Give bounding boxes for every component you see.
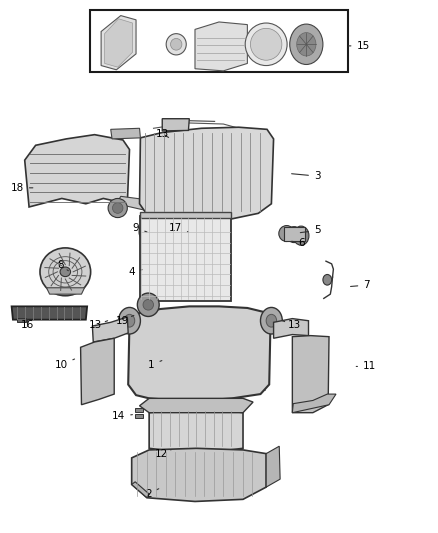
Ellipse shape — [108, 198, 127, 217]
Text: 13: 13 — [89, 320, 108, 330]
Text: 1: 1 — [148, 360, 162, 370]
Text: 18: 18 — [11, 183, 33, 193]
Polygon shape — [25, 135, 130, 207]
Ellipse shape — [139, 222, 155, 241]
Polygon shape — [128, 306, 271, 400]
Bar — [187, 221, 197, 237]
Text: 16: 16 — [21, 320, 35, 330]
Text: 17: 17 — [169, 223, 188, 233]
Ellipse shape — [266, 314, 277, 327]
Text: 3: 3 — [292, 171, 321, 181]
Ellipse shape — [251, 28, 282, 60]
Polygon shape — [92, 317, 128, 342]
Ellipse shape — [286, 227, 302, 243]
Text: 2: 2 — [145, 489, 159, 499]
Bar — [140, 216, 231, 301]
Ellipse shape — [113, 203, 123, 213]
Ellipse shape — [245, 23, 287, 66]
Polygon shape — [81, 338, 114, 405]
Bar — [17, 318, 26, 322]
Bar — [140, 212, 231, 217]
Text: 19: 19 — [116, 316, 134, 326]
Polygon shape — [140, 398, 253, 413]
Text: 8: 8 — [58, 261, 68, 271]
Text: 4: 4 — [128, 267, 142, 277]
Text: 15: 15 — [348, 41, 370, 51]
Polygon shape — [117, 196, 175, 214]
Ellipse shape — [144, 228, 150, 236]
Ellipse shape — [297, 33, 316, 56]
Bar — [135, 414, 143, 418]
Ellipse shape — [279, 225, 294, 241]
Text: 6: 6 — [292, 238, 305, 247]
Ellipse shape — [143, 300, 153, 310]
Text: 13: 13 — [155, 128, 169, 139]
Text: 7: 7 — [350, 280, 370, 290]
Text: 13: 13 — [283, 320, 301, 330]
Text: 11: 11 — [356, 361, 376, 372]
Text: 10: 10 — [54, 359, 74, 370]
Ellipse shape — [166, 34, 186, 55]
Ellipse shape — [323, 274, 332, 285]
Polygon shape — [132, 482, 149, 498]
Ellipse shape — [261, 308, 283, 334]
Ellipse shape — [124, 314, 135, 327]
Polygon shape — [195, 22, 247, 71]
Polygon shape — [292, 336, 329, 413]
Ellipse shape — [138, 293, 159, 317]
Polygon shape — [12, 306, 87, 320]
Bar — [284, 227, 305, 241]
Text: 14: 14 — [112, 411, 132, 422]
Ellipse shape — [293, 226, 309, 245]
Polygon shape — [132, 448, 266, 502]
Bar — [90, 10, 348, 72]
Bar — [135, 408, 143, 412]
Polygon shape — [210, 215, 223, 224]
Polygon shape — [266, 446, 280, 487]
Text: 12: 12 — [155, 449, 171, 458]
Polygon shape — [162, 119, 189, 131]
Polygon shape — [140, 127, 274, 220]
Ellipse shape — [40, 248, 91, 296]
Ellipse shape — [290, 24, 323, 64]
Polygon shape — [274, 319, 308, 338]
Polygon shape — [111, 128, 141, 139]
Text: 5: 5 — [300, 225, 321, 236]
Text: 9: 9 — [133, 223, 147, 233]
Ellipse shape — [119, 308, 141, 334]
Polygon shape — [46, 288, 85, 294]
Polygon shape — [292, 394, 336, 413]
Polygon shape — [149, 409, 243, 453]
Polygon shape — [105, 19, 133, 67]
Ellipse shape — [170, 38, 182, 50]
Ellipse shape — [60, 267, 71, 277]
Polygon shape — [101, 15, 136, 70]
